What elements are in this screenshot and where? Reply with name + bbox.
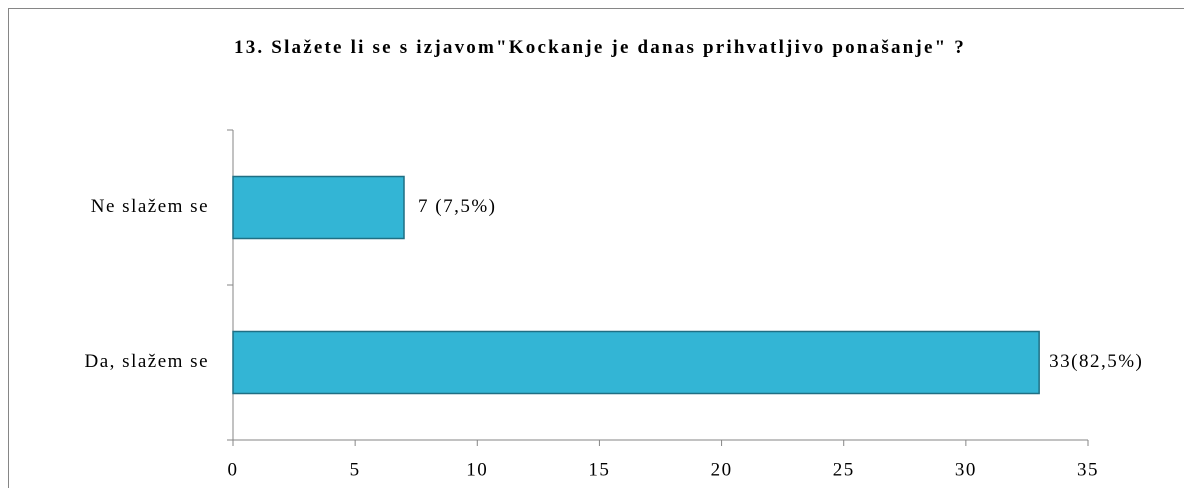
x-tick-label: 20: [711, 459, 733, 480]
chart-title: 13. Slažete li se s izjavom"Kockanje je …: [234, 37, 966, 58]
bar: [232, 330, 1040, 395]
x-tick-label: 15: [588, 459, 610, 480]
x-tick-label: 25: [833, 459, 855, 480]
x-tick-label: 0: [228, 459, 239, 480]
value-label: 33(82,5%): [1049, 351, 1143, 372]
x-tick-label: 5: [350, 459, 361, 480]
x-tick-label: 10: [466, 459, 488, 480]
y-tick-label: Ne slažem se: [91, 196, 209, 217]
chart-frame: [8, 8, 1184, 488]
x-tick-label: 35: [1077, 459, 1099, 480]
x-tick-label: 30: [955, 459, 977, 480]
y-tick-label: Da, slažem se: [85, 351, 209, 372]
bar: [232, 175, 405, 240]
value-label: 7 (7,5%): [418, 196, 496, 217]
